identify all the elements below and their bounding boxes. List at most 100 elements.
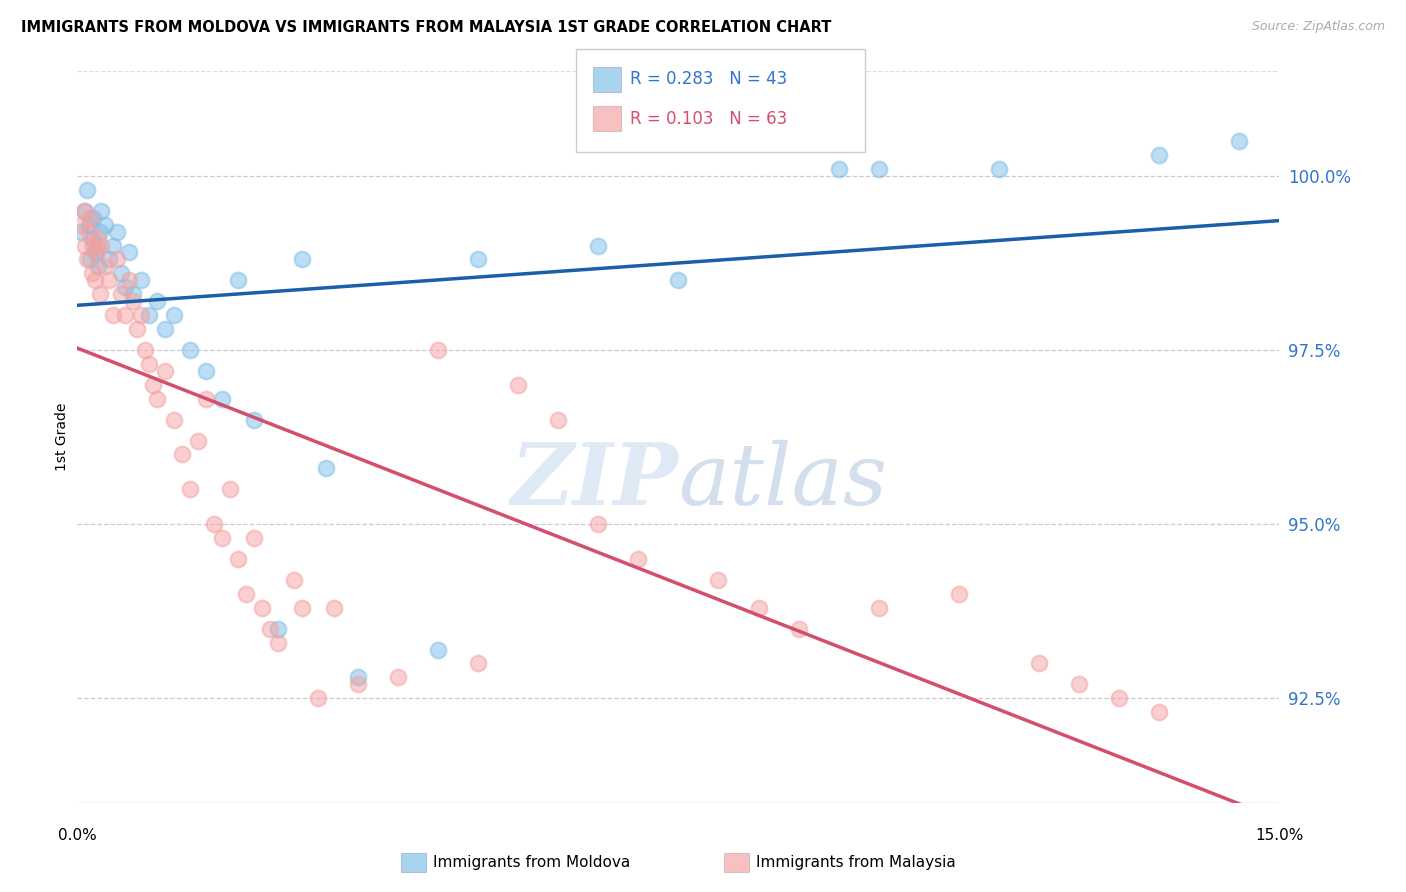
Point <box>1069 677 1091 691</box>
Point <box>322 600 344 615</box>
Point <box>748 600 770 615</box>
Point <box>170 448 193 462</box>
Point <box>291 252 314 267</box>
Point <box>131 273 153 287</box>
Point <box>142 377 165 392</box>
Text: Immigrants from Moldova: Immigrants from Moldova <box>433 855 630 870</box>
Point <box>103 238 125 252</box>
Point <box>162 308 184 322</box>
Point <box>267 635 290 649</box>
Point <box>138 357 160 371</box>
Point <box>84 273 107 287</box>
Point <box>707 573 730 587</box>
Point <box>86 245 108 260</box>
Point <box>87 260 110 274</box>
Point <box>347 677 370 691</box>
Point <box>211 392 233 406</box>
Point <box>155 322 177 336</box>
Point <box>267 622 290 636</box>
Point <box>80 231 103 245</box>
Point <box>134 343 156 357</box>
Point <box>110 266 132 280</box>
Point <box>315 461 337 475</box>
Point <box>427 642 450 657</box>
Point <box>250 600 273 615</box>
Point <box>89 225 111 239</box>
Point <box>588 517 610 532</box>
Point <box>70 218 93 232</box>
Point <box>103 308 125 322</box>
Point <box>202 517 225 532</box>
Point <box>118 273 141 287</box>
Point <box>948 587 970 601</box>
Point <box>787 622 810 636</box>
Point <box>627 552 650 566</box>
Point <box>73 203 96 218</box>
Point <box>75 203 97 218</box>
Point <box>70 225 93 239</box>
Point <box>868 161 890 176</box>
Point <box>77 218 100 232</box>
Point <box>79 211 101 225</box>
Point <box>162 412 184 426</box>
Point <box>427 343 450 357</box>
Point <box>94 260 117 274</box>
Point <box>218 483 240 497</box>
Point <box>127 322 149 336</box>
Point <box>94 218 117 232</box>
Point <box>82 238 104 252</box>
Point <box>118 245 141 260</box>
Point <box>347 670 370 684</box>
Point <box>179 343 201 357</box>
Point <box>1028 657 1050 671</box>
Point <box>89 287 111 301</box>
Point <box>226 552 249 566</box>
Point <box>1108 691 1130 706</box>
Point <box>76 252 98 267</box>
Point <box>187 434 209 448</box>
Point <box>76 183 98 197</box>
Point <box>82 211 104 225</box>
Text: R = 0.103   N = 63: R = 0.103 N = 63 <box>630 110 787 128</box>
Text: atlas: atlas <box>679 440 887 523</box>
Point <box>122 287 145 301</box>
Point <box>242 531 264 545</box>
Point <box>80 266 103 280</box>
Point <box>291 600 314 615</box>
Point <box>84 245 107 260</box>
Point <box>235 587 257 601</box>
Text: Source: ZipAtlas.com: Source: ZipAtlas.com <box>1251 20 1385 33</box>
Point <box>467 252 489 267</box>
Point <box>146 294 169 309</box>
Point <box>1149 705 1171 719</box>
Point <box>226 273 249 287</box>
Point <box>1149 148 1171 162</box>
Point <box>387 670 409 684</box>
Point <box>75 238 97 252</box>
Point <box>179 483 201 497</box>
Point <box>828 161 851 176</box>
Point <box>77 225 100 239</box>
Text: 15.0%: 15.0% <box>1256 828 1303 843</box>
Point <box>1229 134 1251 148</box>
Point <box>259 622 281 636</box>
Text: ZIP: ZIP <box>510 439 679 523</box>
Point <box>98 252 121 267</box>
Point <box>307 691 329 706</box>
Point <box>467 657 489 671</box>
Point <box>155 364 177 378</box>
Point <box>90 238 112 252</box>
Point <box>988 161 1011 176</box>
Point <box>98 273 121 287</box>
Point <box>122 294 145 309</box>
Point <box>86 238 108 252</box>
Point <box>194 392 217 406</box>
Point <box>107 252 129 267</box>
Point <box>146 392 169 406</box>
Point <box>114 280 136 294</box>
Point <box>107 225 129 239</box>
Text: R = 0.283   N = 43: R = 0.283 N = 43 <box>630 70 787 88</box>
Point <box>283 573 305 587</box>
Point <box>588 238 610 252</box>
Point <box>131 308 153 322</box>
